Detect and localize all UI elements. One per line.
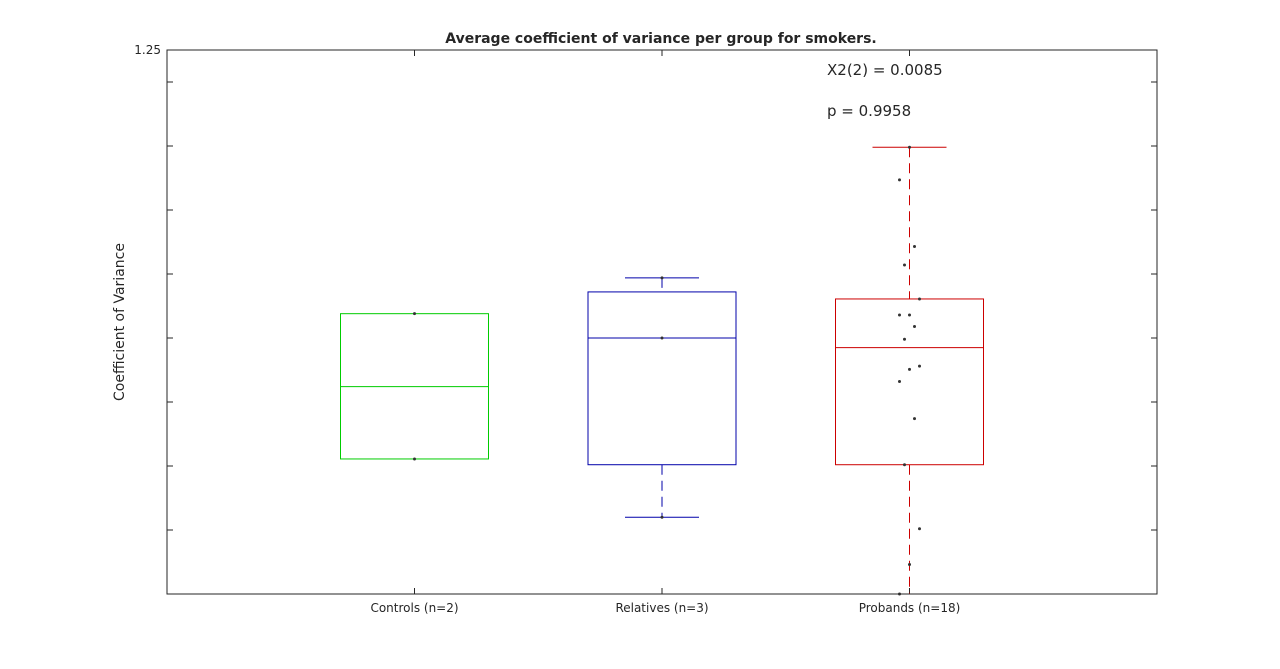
data-point bbox=[913, 417, 916, 421]
chi-square-annotation: X2(2) = 0.0085 bbox=[827, 61, 943, 79]
data-point bbox=[908, 145, 911, 149]
boxes bbox=[340, 146, 984, 595]
x-tick-label: Relatives (n=3) bbox=[615, 601, 708, 615]
data-point bbox=[908, 313, 911, 317]
data-point bbox=[660, 336, 664, 340]
data-point bbox=[908, 563, 911, 567]
data-point bbox=[903, 263, 906, 267]
data-point bbox=[908, 367, 911, 371]
data-point bbox=[918, 297, 921, 301]
y-axis-label: Coefficient of Variance bbox=[112, 243, 128, 401]
data-point bbox=[898, 178, 901, 182]
box-2 bbox=[835, 298, 984, 466]
plot-frame bbox=[166, 49, 1158, 595]
data-point bbox=[898, 313, 901, 317]
data-point bbox=[918, 364, 921, 368]
data-point bbox=[913, 244, 916, 248]
data-points bbox=[413, 145, 921, 596]
x-tick-label: Controls (n=2) bbox=[370, 601, 458, 615]
axis-ticks: 1.25 Controls (n=2) Relatives (n=3) Proband… bbox=[134, 43, 1157, 615]
data-point bbox=[918, 527, 921, 531]
data-point bbox=[413, 312, 416, 316]
data-point bbox=[913, 324, 916, 328]
data-point bbox=[660, 515, 664, 519]
data-point bbox=[903, 463, 906, 467]
x-tick-label: Probands (n=18) bbox=[859, 601, 961, 615]
data-point bbox=[413, 457, 416, 461]
data-point bbox=[898, 380, 901, 384]
data-point bbox=[660, 276, 664, 280]
data-point bbox=[903, 337, 906, 341]
chart-title: Average coefficient of variance per grou… bbox=[445, 31, 877, 47]
box-1 bbox=[587, 291, 737, 466]
y-tick-label: 1.25 bbox=[134, 43, 161, 57]
p-value-annotation: p = 0.9958 bbox=[827, 102, 911, 120]
